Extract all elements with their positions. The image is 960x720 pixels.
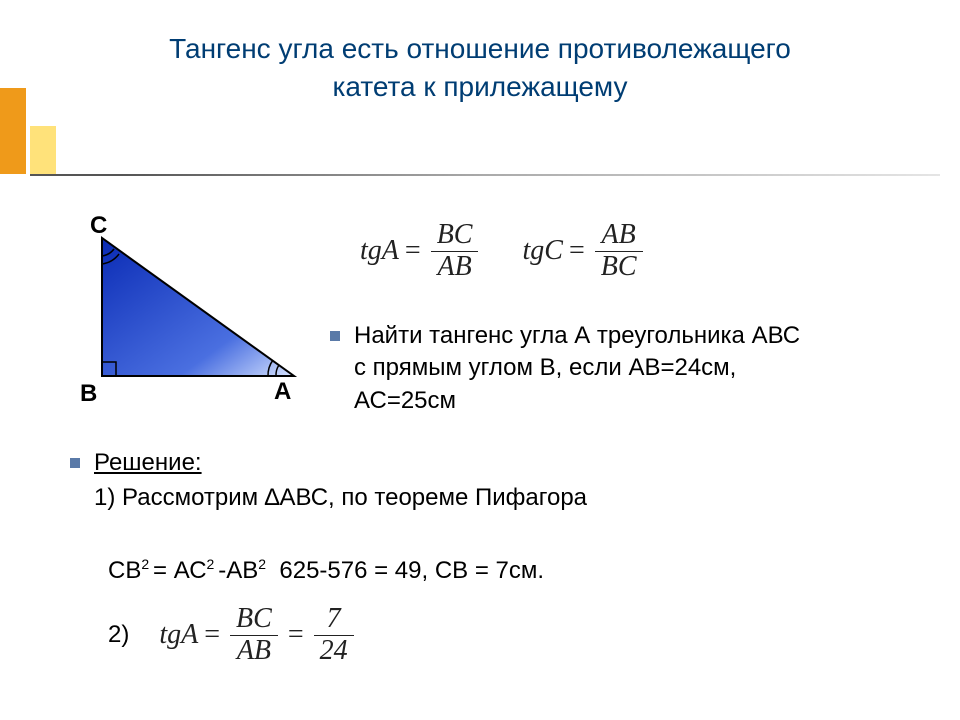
tgC-num: AB	[596, 220, 642, 251]
title-line2: катета к прилежащему	[333, 71, 628, 102]
formulas-row: tgA = BC AB tgC = AB BC	[360, 220, 647, 283]
divider	[30, 174, 940, 176]
final-den2: 24	[314, 636, 354, 667]
problem-line1: Найти тангенс угла А треугольника АВС	[354, 322, 800, 349]
solution-heading: Решение:	[94, 449, 202, 476]
solution-block: Решение: 1) Рассмотрим ∆АВС, по теореме …	[70, 446, 920, 516]
step2-prefix: 2)	[108, 621, 129, 649]
final-den1: AB	[231, 636, 277, 667]
formula-tgA: tgA = BC AB	[360, 220, 482, 283]
tgA-num: BC	[431, 220, 479, 251]
bullet-icon	[70, 458, 80, 468]
problem-line3: АС=25см	[354, 387, 456, 414]
tgA-label: tgA	[360, 235, 399, 267]
problem-text: Найти тангенс угла А треугольника АВС с …	[330, 320, 920, 417]
pythagoras-line: СВ2 = АС2 -АВ2 625-576 = 49, СВ = 7см.	[108, 556, 920, 585]
bullet-icon	[330, 331, 340, 341]
title-line1: Тангенс угла есть отношение противолежащ…	[169, 33, 791, 64]
formula-tgC: tgC = AB BC	[522, 220, 646, 283]
vertex-B: B	[80, 380, 97, 408]
tgC-den: BC	[595, 252, 643, 283]
final-label: tgA	[159, 619, 198, 651]
vertex-A: A	[274, 378, 291, 406]
final-num1: BC	[230, 604, 278, 635]
triangle-diagram: C B A	[84, 218, 304, 408]
problem-line2: с прямым углом В, если АВ=24см,	[354, 354, 736, 381]
step2: 2) tgA = BC AB = 7 24	[108, 604, 358, 667]
decor-bar-yellow	[30, 126, 56, 174]
tgA-den: AB	[431, 252, 477, 283]
final-num2: 7	[321, 604, 347, 635]
solution-step1: 1) Рассмотрим ∆АВС, по теореме Пифагора	[94, 484, 587, 511]
tgC-label: tgC	[522, 235, 562, 267]
final-formula: tgA = BC AB = 7 24	[159, 604, 357, 667]
slide-title: Тангенс угла есть отношение противолежащ…	[0, 30, 960, 106]
vertex-C: C	[90, 212, 107, 240]
